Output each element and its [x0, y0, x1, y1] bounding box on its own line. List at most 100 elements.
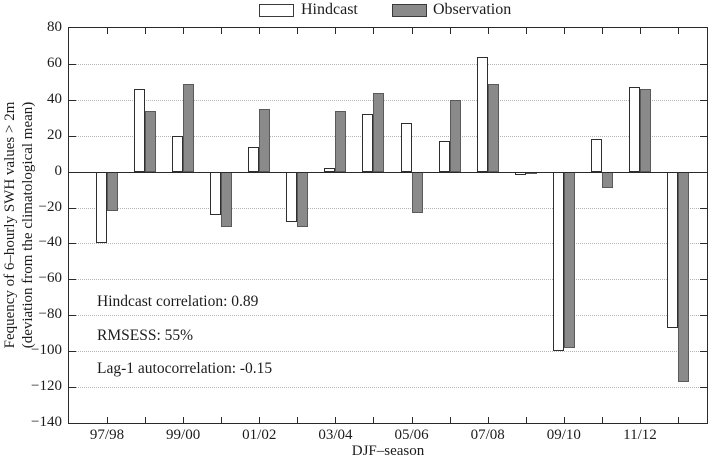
- y-tick-left: [69, 207, 76, 209]
- gridline-y-80: [69, 315, 707, 317]
- x-tick-bottom: [373, 417, 374, 423]
- x-tick-top: [526, 28, 527, 34]
- x-tick-bottom: [488, 417, 489, 423]
- y-tick-right: [700, 279, 707, 281]
- x-tick-top: [412, 28, 413, 34]
- x-axis-label: DJF–season: [351, 443, 425, 459]
- bar-hindcast-10-11: [590, 139, 602, 172]
- bar-hindcast-11-12: [628, 87, 640, 172]
- bar-hindcast-12-13: [667, 171, 679, 328]
- y-tick-label: −140: [31, 414, 62, 430]
- bar-observation-10-11: [601, 171, 613, 188]
- gridline-y-20: [69, 207, 707, 209]
- y-tick-label: −60: [38, 270, 62, 287]
- bar-hindcast-01-02: [248, 146, 260, 172]
- x-tick-bottom: [602, 417, 603, 423]
- x-tick-bottom: [183, 417, 184, 423]
- y-tick-label: −120: [31, 378, 62, 395]
- y-tick-left: [69, 279, 76, 281]
- x-tick-top: [145, 28, 146, 34]
- plot-area: [68, 27, 708, 424]
- x-tick-bottom: [145, 417, 146, 423]
- bar-observation-05-06: [411, 171, 423, 213]
- x-tick-top: [564, 28, 565, 34]
- y-tick-right: [700, 63, 707, 65]
- x-tick-bottom: [526, 417, 527, 423]
- bar-observation-12-13: [678, 171, 690, 382]
- gridline-y-60: [69, 279, 707, 281]
- x-tick-top: [297, 28, 298, 34]
- bar-observation-99-00: [183, 83, 195, 172]
- y-tick-label: −40: [38, 234, 62, 251]
- x-tick-label: 97/98: [89, 427, 125, 443]
- y-tick-right: [700, 243, 707, 245]
- x-tick-bottom: [412, 417, 413, 423]
- y-tick-label: −80: [38, 306, 62, 323]
- y-tick-right: [700, 207, 707, 209]
- x-tick-bottom: [259, 417, 260, 423]
- bar-hindcast-07-08: [476, 56, 488, 172]
- y-tick-label: 80: [47, 19, 62, 35]
- bar-observation-98-99: [145, 110, 157, 172]
- x-tick-bottom: [450, 417, 451, 423]
- gridline-y-40: [69, 243, 707, 245]
- y-tick-left: [69, 351, 76, 353]
- x-tick-label: 99/00: [166, 427, 201, 443]
- x-tick-top: [221, 28, 222, 34]
- legend-swatch-hindcast: [259, 4, 294, 17]
- x-tick-top: [488, 28, 489, 34]
- gridline-y-120: [69, 387, 707, 389]
- zero-line: [69, 171, 707, 173]
- x-tick-top: [640, 28, 641, 34]
- bar-hindcast-06-07: [438, 141, 450, 172]
- y-tick-label: 40: [47, 90, 62, 107]
- bar-hindcast-05-06: [400, 123, 412, 172]
- bar-observation-01-02: [259, 108, 271, 172]
- x-tick-bottom: [221, 417, 222, 423]
- x-tick-label: 01/02: [242, 427, 277, 443]
- x-tick-top: [450, 28, 451, 34]
- bar-observation-11-12: [639, 89, 651, 172]
- y-tick-right: [700, 315, 707, 317]
- y-tick-left: [69, 99, 76, 101]
- y-tick-right: [700, 99, 707, 101]
- x-tick-label: 03/04: [318, 427, 353, 443]
- bar-hindcast-97-98: [96, 171, 107, 244]
- bar-hindcast-09-10: [552, 171, 564, 352]
- x-tick-top: [107, 28, 108, 34]
- x-tick-bottom: [640, 417, 641, 423]
- gridline-y20: [69, 135, 707, 137]
- y-tick-left: [69, 135, 76, 137]
- bar-hindcast-02-03: [286, 171, 298, 222]
- bar-hindcast-04-05: [362, 114, 374, 172]
- legend-label-hindcast: Hindcast: [301, 1, 358, 18]
- y-tick-right: [700, 351, 707, 353]
- bar-observation-97-98: [107, 171, 118, 212]
- x-tick-label: 11/12: [623, 427, 657, 443]
- x-tick-top: [373, 28, 374, 34]
- gridline-y60: [69, 63, 707, 65]
- y-tick-right: [700, 387, 707, 389]
- x-tick-bottom: [564, 417, 565, 423]
- x-tick-bottom: [297, 417, 298, 423]
- y-tick-right: [700, 135, 707, 137]
- x-tick-top: [183, 28, 184, 34]
- y-tick-label: −100: [31, 342, 62, 359]
- gridline-y-100: [69, 351, 707, 353]
- bar-observation-06-07: [449, 99, 461, 172]
- y-tick-left: [69, 387, 76, 389]
- x-tick-top: [678, 28, 679, 34]
- y-tick-label: −20: [38, 198, 62, 215]
- gridline-y40: [69, 99, 707, 101]
- annotation-lag1-autocorrelation: Lag-1 autocorrelation: -0.15: [97, 360, 273, 377]
- y-tick-left: [69, 243, 76, 245]
- bar-hindcast-99-00: [172, 135, 184, 172]
- y-tick-left: [69, 63, 76, 65]
- bar-observation-03-04: [335, 110, 347, 172]
- bar-observation-07-08: [487, 83, 499, 172]
- x-tick-top: [259, 28, 260, 34]
- annotation-hindcast-correlation: Hindcast correlation: 0.89: [97, 293, 259, 310]
- y-tick-label: 20: [47, 126, 62, 143]
- y-tick-left: [69, 315, 76, 317]
